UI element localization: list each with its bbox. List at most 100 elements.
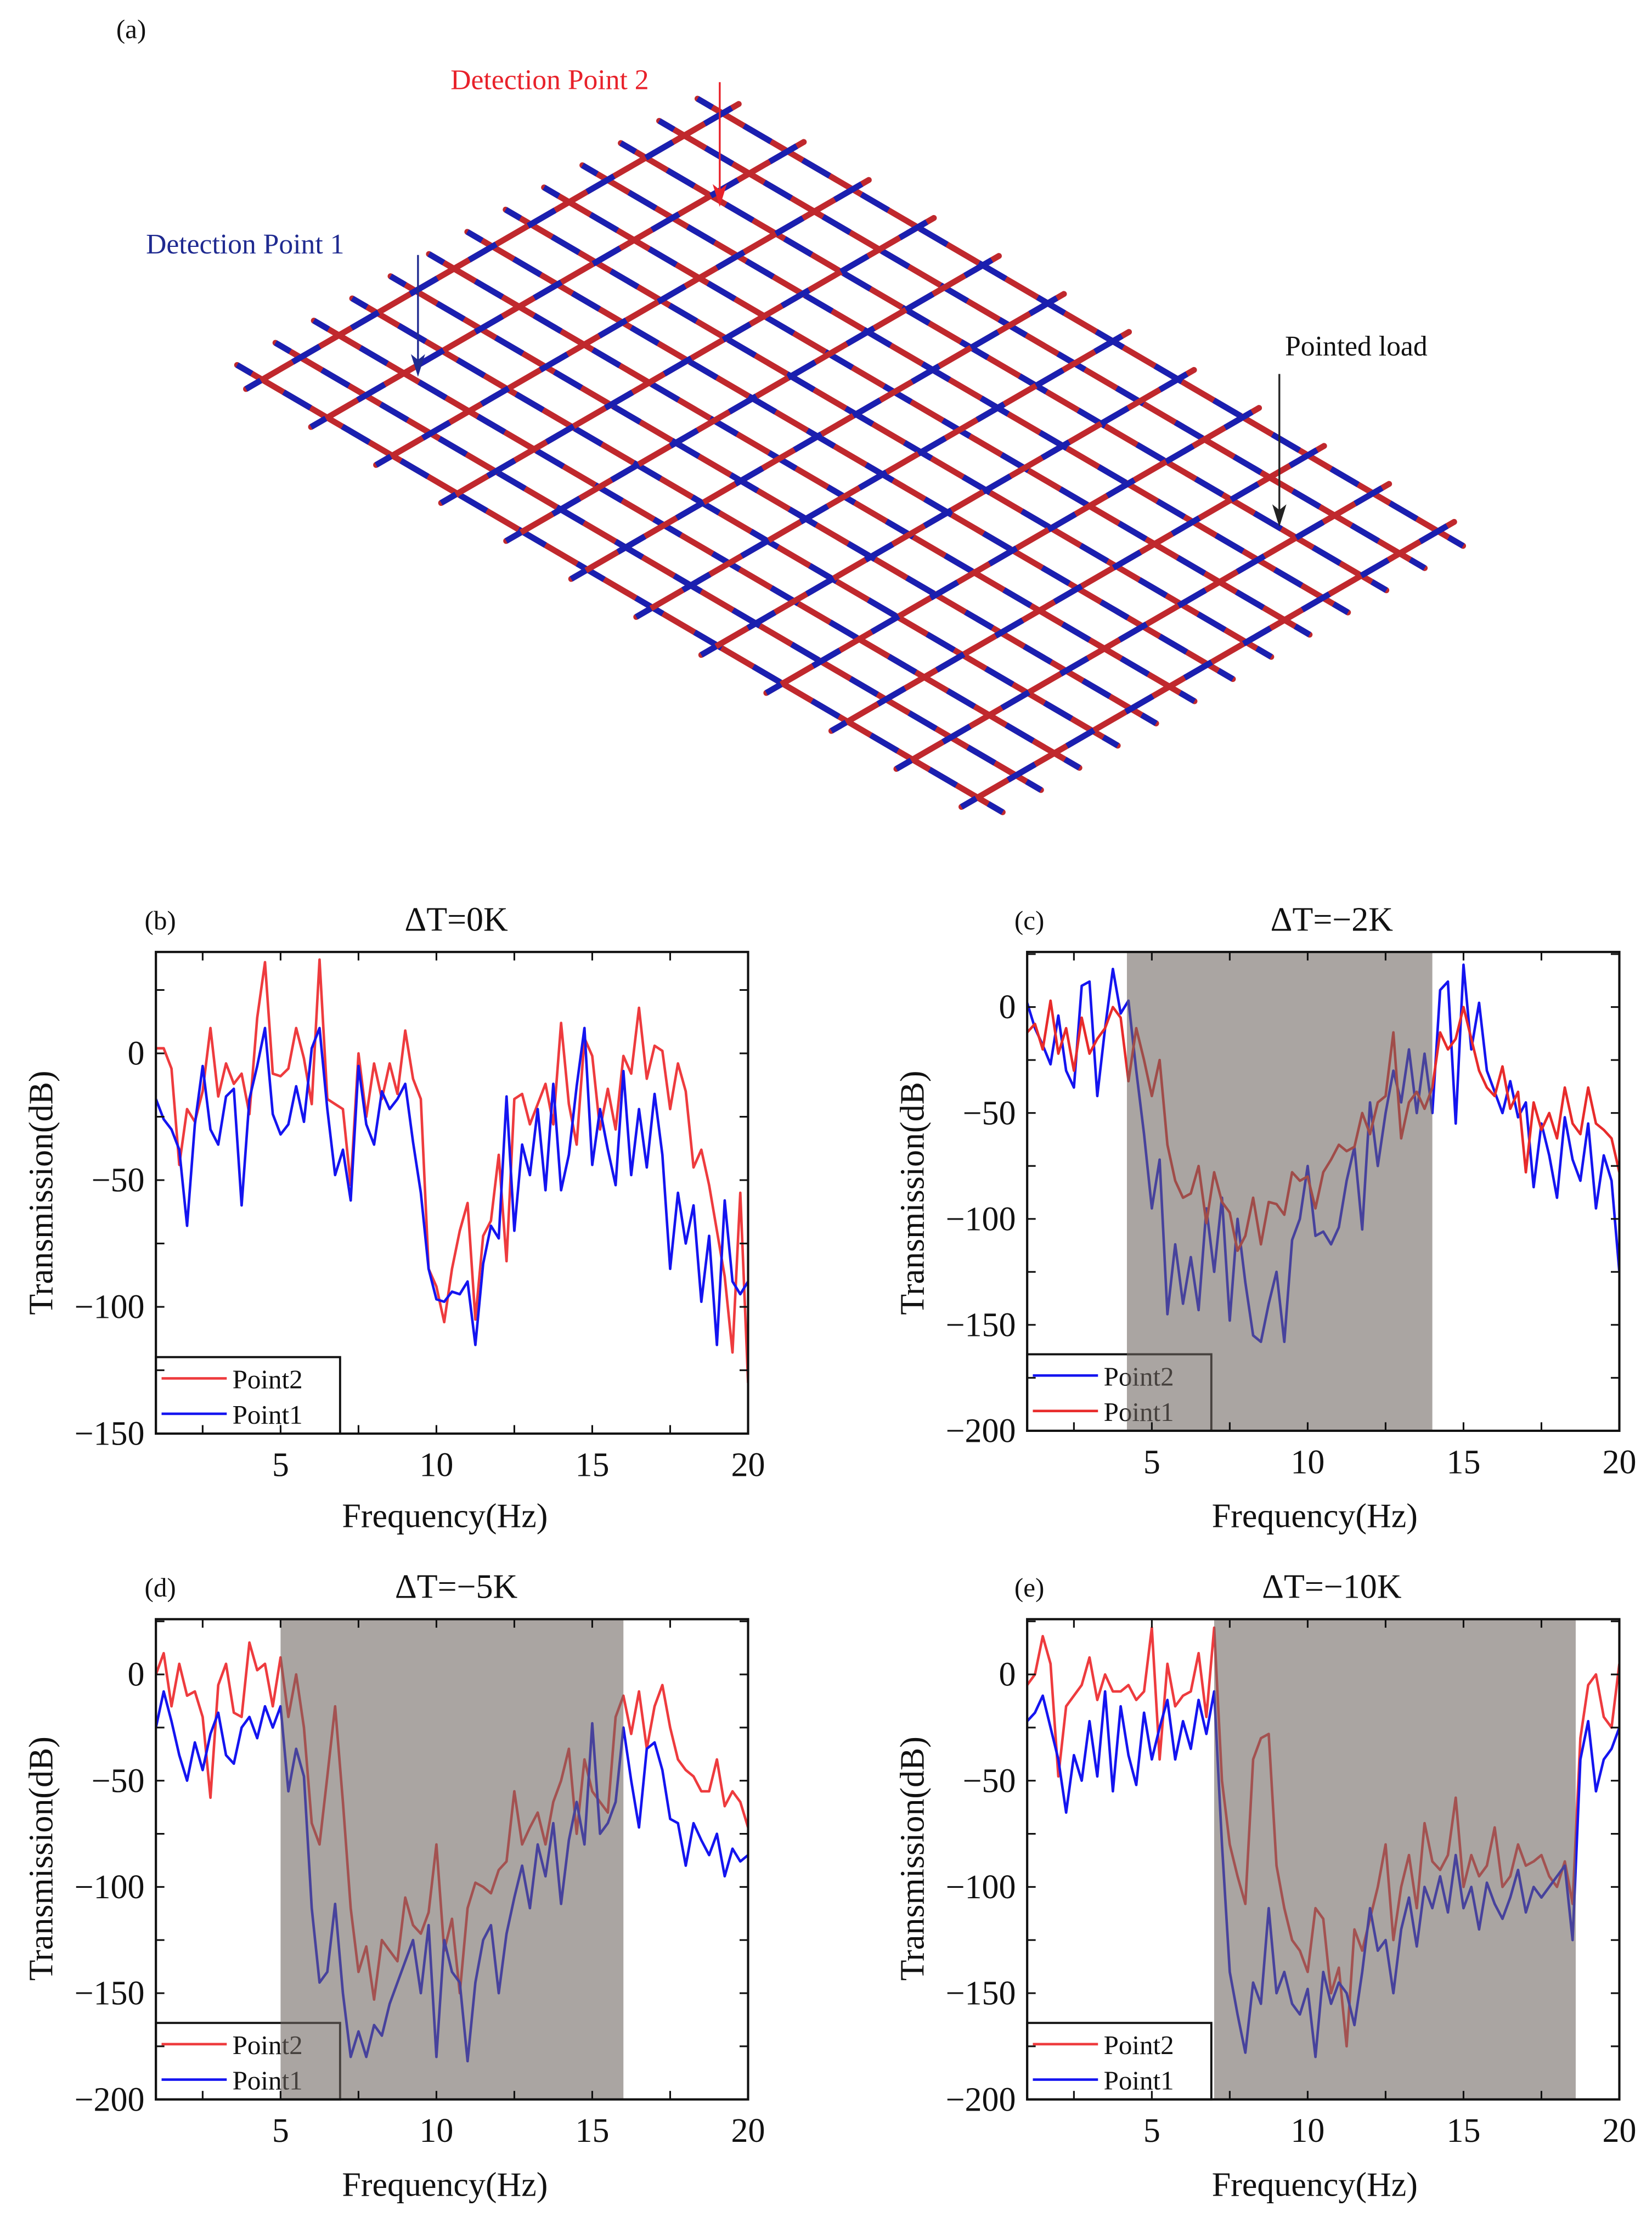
panel-e: (e) ΔT=−10K Frequency(Hz) Transmission(d…: [894, 1569, 1637, 2204]
panel-a-label: (a): [116, 14, 146, 44]
x-tick-label: 5: [272, 1447, 289, 1484]
panel-c: (c) ΔT=−2K Frequency(Hz) Transmission(dB…: [894, 901, 1637, 1535]
beam-transverse: [438, 215, 937, 506]
pointed-load-arrow-icon: [1272, 374, 1287, 527]
y-tick-label: −100: [75, 1869, 145, 1906]
beam-longitudinal: [464, 229, 1236, 682]
chart-d-ylabel: Transmission(dB): [23, 1736, 60, 1981]
detection-point-2-label: Detection Point 2: [450, 65, 649, 96]
chart-e-title: ΔT=−10K: [1262, 1569, 1402, 1606]
band-gap-shade: [280, 1619, 624, 2100]
beam-transverse: [763, 405, 1262, 696]
beam-longitudinal: [349, 295, 1121, 749]
x-tick-label: 10: [419, 2112, 453, 2150]
y-tick-label: −150: [75, 1415, 145, 1453]
x-tick-label: 10: [1290, 1443, 1324, 1481]
beam-transverse: [633, 329, 1132, 620]
beam-longitudinal: [387, 273, 1159, 726]
axes-frame: [1026, 1618, 1621, 2101]
chart-e-plot: Point2 Point1 5 10 15 20 0 −50 −100 −150 −200: [946, 1618, 1636, 2150]
panel-d-label: (d): [145, 1572, 176, 1603]
x-tick-label: 15: [575, 2112, 609, 2150]
y-tick-label: 0: [999, 989, 1016, 1026]
axes-frame: [1026, 951, 1621, 1432]
beam-transverse: [828, 443, 1327, 734]
legend: Point2 Point1: [1026, 2022, 1213, 2101]
beam-longitudinal: [579, 162, 1351, 616]
axis-ticks: [1027, 1619, 1620, 2101]
x-tick-label: 5: [1143, 1443, 1160, 1481]
beam-longitudinal: [541, 184, 1313, 638]
x-tick-label: 20: [1602, 2112, 1636, 2150]
y-tick-label: −50: [963, 1095, 1016, 1132]
y-tick-label: −100: [946, 1869, 1016, 1906]
axis-ticks: [1027, 952, 1620, 1432]
legend-label-point1: Point1: [233, 1400, 303, 1430]
beam-transverse: [958, 518, 1457, 810]
beam-longitudinal: [234, 362, 1006, 815]
y-tick-label: 0: [999, 1656, 1016, 1694]
y-tick-label: −50: [92, 1762, 145, 1799]
chart-d-title: ΔT=−5K: [395, 1569, 518, 1606]
chart-d-xlabel: Frequency(Hz): [342, 2166, 548, 2203]
y-tick-label: −150: [75, 1975, 145, 2012]
x-tick-label: 5: [1143, 2112, 1160, 2150]
x-tick-label: 15: [1446, 1443, 1480, 1481]
y-tick-label: −50: [92, 1162, 145, 1199]
x-tick-label: 20: [731, 2112, 765, 2150]
legend-label-point2: Point2: [233, 1364, 303, 1394]
band-gap-shade: [1214, 1619, 1576, 2100]
chart-c-ylabel: Transmission(dB): [894, 1070, 932, 1315]
beam-transverse: [503, 253, 1002, 544]
beam-transverse: [243, 101, 742, 392]
beam-transverse: [568, 291, 1067, 582]
series-line-point2: [156, 958, 748, 1383]
panel-a: (a) Detection Point 2 Detection Point 1 …: [116, 14, 1467, 815]
y-tick-label: −150: [946, 1975, 1016, 2012]
x-tick-label: 10: [419, 1447, 453, 1484]
beam-transverse: [698, 366, 1197, 658]
y-tick-label: −200: [946, 1413, 1016, 1450]
legend-label-point1: Point1: [1104, 2066, 1174, 2096]
beam-longitudinal: [503, 206, 1275, 660]
beam-transverse: [373, 177, 872, 468]
x-tick-label: 10: [1290, 2112, 1324, 2150]
axes-frame: [155, 1618, 749, 2101]
y-tick-label: −100: [75, 1289, 145, 1326]
chart-e-xlabel: Frequency(Hz): [1212, 2166, 1418, 2203]
panel-b: (b) ΔT=0K Frequency(Hz) Transmission(dB)…: [23, 901, 765, 1535]
axis-ticks: [156, 952, 748, 1435]
chart-e-ylabel: Transmission(dB): [894, 1736, 932, 1981]
beam-longitudinal: [618, 140, 1390, 594]
y-tick-label: −50: [963, 1762, 1016, 1799]
beam-longitudinal: [426, 251, 1198, 704]
axes-frame: [155, 951, 749, 1435]
chart-b-xlabel: Frequency(Hz): [342, 1498, 548, 1535]
y-tick-label: 0: [128, 1656, 145, 1694]
chart-b-ylabel: Transmission(dB): [23, 1070, 60, 1315]
y-tick-label: −150: [946, 1306, 1016, 1344]
beam-longitudinal: [272, 340, 1044, 793]
detection-point-2-arrow-icon: [712, 82, 727, 207]
chart-c-xlabel: Frequency(Hz): [1212, 1498, 1418, 1535]
x-tick-label: 5: [272, 2112, 289, 2150]
beam-longitudinal: [311, 318, 1082, 771]
panel-c-label: (c): [1014, 905, 1044, 935]
beam-lattice: [234, 95, 1467, 815]
x-tick-label: 15: [575, 1447, 609, 1484]
x-tick-label: 15: [1446, 2112, 1480, 2150]
chart-b-title: ΔT=0K: [404, 901, 508, 938]
series-line-point1: [156, 1026, 748, 1346]
y-tick-label: −200: [946, 2081, 1016, 2118]
y-tick-label: −200: [75, 2081, 145, 2118]
chart-c-title: ΔT=−2K: [1271, 901, 1394, 938]
panel-e-label: (e): [1014, 1572, 1044, 1603]
pointed-load-label: Pointed load: [1285, 331, 1428, 362]
axis-ticks: [156, 1619, 748, 2101]
band-gap-shade: [1126, 952, 1433, 1431]
legend-label-point2: Point2: [1104, 2030, 1174, 2060]
beam-longitudinal: [656, 117, 1428, 571]
